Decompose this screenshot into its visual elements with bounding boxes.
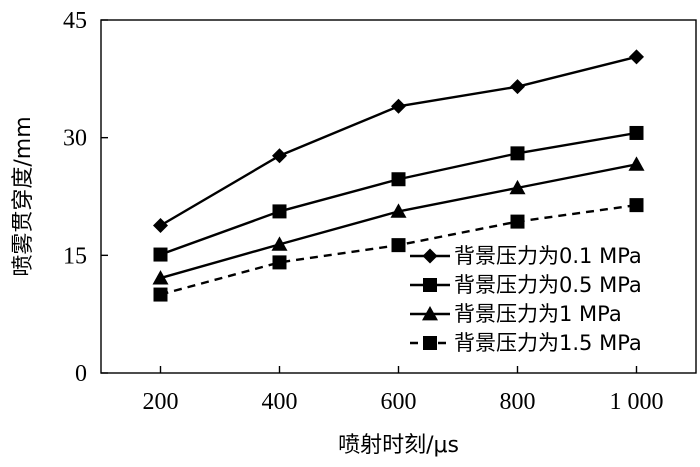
series-2-point (510, 146, 525, 161)
x-tick-label: 800 (500, 389, 536, 415)
series-2-point (629, 125, 644, 140)
series-3-point (271, 236, 288, 251)
y-tick-label: 45 (63, 8, 87, 34)
series-2-point (272, 204, 287, 219)
series-3-point (152, 270, 169, 285)
y-tick-label: 15 (63, 243, 87, 269)
legend-label: 背景压力为1.5 MPa (454, 331, 642, 355)
legend-label: 背景压力为0.5 MPa (454, 273, 642, 297)
series-3 (152, 156, 645, 285)
legend: 背景压力为0.1 MPa 背景压力为0.5 MPa 背景压力为1 MPa 背景压力为1… (410, 244, 642, 355)
series-1-point (153, 218, 168, 234)
series-1 (153, 49, 644, 234)
y-tick-label: 30 (63, 126, 87, 152)
series-3-point (509, 179, 526, 195)
series-1-point (629, 49, 644, 65)
series-2-point (153, 247, 168, 262)
legend-swatch-marker (423, 336, 437, 350)
axes: 0 15 30 45 200 400 600 800 1 000 (63, 8, 697, 415)
series-2-line (160, 131, 637, 256)
legend-item-1: 背景压力为0.1 MPa (410, 244, 642, 268)
series-4-point (153, 287, 168, 302)
series-1-point (391, 98, 406, 114)
x-tick-label: 1 000 (610, 389, 664, 415)
x-tick-label: 200 (143, 389, 179, 415)
legend-label: 背景压力为0.1 MPa (454, 244, 642, 268)
x-tick-label: 400 (262, 389, 298, 415)
legend-item-2: 背景压力为0.5 MPa (410, 273, 642, 297)
series-4-point (272, 255, 287, 270)
series-2 (153, 125, 644, 262)
legend-item-3: 背景压力为1 MPa (410, 302, 622, 326)
series-1-line (159, 55, 637, 227)
series-4-point (510, 214, 525, 229)
x-tick-label: 600 (381, 389, 417, 415)
legend-swatch-marker (422, 248, 438, 264)
series-4-point (629, 198, 644, 213)
series-4 (153, 198, 644, 302)
legend-swatch-marker (423, 278, 437, 292)
series-layer (152, 49, 645, 302)
x-axis-title: 喷射时刻/μs (338, 433, 459, 458)
series-1-point (510, 79, 525, 95)
series-4-point (391, 238, 406, 253)
series-3-point (628, 156, 645, 171)
legend-swatch-marker (422, 306, 438, 321)
legend-label: 背景压力为1 MPa (454, 302, 622, 326)
series-1-point (272, 148, 287, 164)
y-tick-label: 0 (75, 361, 87, 387)
series-3-point (390, 203, 407, 218)
legend-item-4: 背景压力为1.5 MPa (410, 331, 642, 355)
y-axis-title: 喷雾贯穿度/mm (11, 116, 36, 276)
series-2-point (391, 172, 406, 187)
